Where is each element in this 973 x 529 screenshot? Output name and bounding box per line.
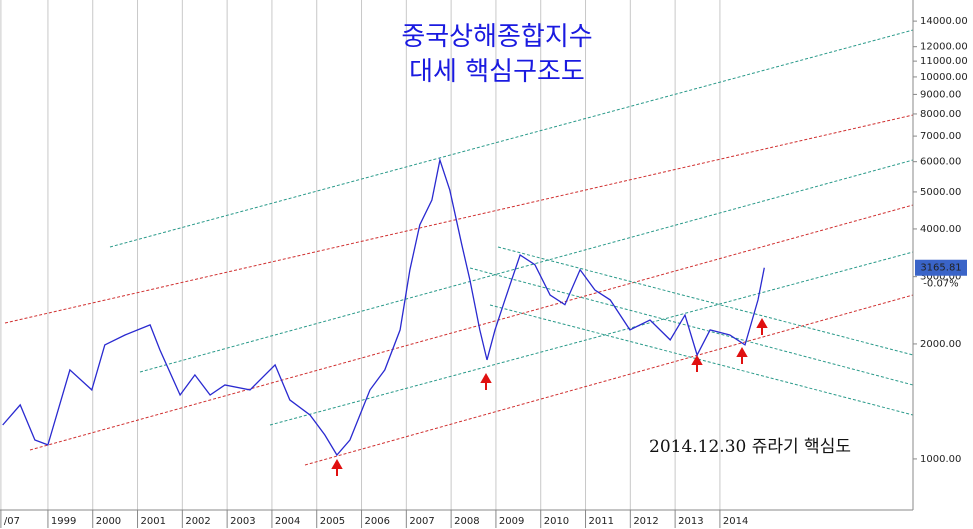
y-tick-label: 10000.00 — [920, 72, 968, 83]
y-tick-label: 12000.00 — [920, 42, 968, 53]
x-tick-label: 2003 — [230, 516, 255, 527]
x-tick-label: 2013 — [678, 516, 703, 527]
y-tick-label: 7000.00 — [920, 131, 961, 142]
trend-line — [139, 159, 914, 373]
x-tick-label: 2011 — [589, 516, 614, 527]
trend-line — [497, 246, 914, 356]
trend-line — [304, 294, 914, 466]
x-tick-label: 2005 — [320, 516, 345, 527]
x-tick-label: 2002 — [185, 516, 210, 527]
change-label: -0.07% — [923, 279, 958, 290]
x-tick-label: 2006 — [365, 516, 390, 527]
y-tick-label: 8000.00 — [920, 109, 961, 120]
y-tick-label: 14000.00 — [920, 16, 968, 27]
trend-line — [469, 267, 914, 386]
x-tick-label: 2012 — [633, 516, 658, 527]
trend-line — [4, 114, 914, 324]
arrow — [691, 354, 703, 372]
last-price-label: 3165.81 — [920, 263, 961, 274]
trend-lines — [4, 29, 914, 466]
y-tick-label: 3000.00 — [920, 272, 961, 283]
price-line — [2, 157, 765, 457]
x-tick-label: 1999 — [51, 516, 76, 527]
y-tick-label: 5000.00 — [920, 187, 961, 198]
x-tick-label: 2001 — [141, 516, 166, 527]
arrow — [331, 458, 343, 476]
y-tick-label: 2000.00 — [920, 339, 961, 350]
last-price-box — [915, 259, 967, 276]
chart-title: 중국상해종합지수 — [401, 22, 592, 52]
y-tick-label: 1000.00 — [920, 454, 961, 465]
arrow — [756, 317, 768, 335]
trend-line — [29, 204, 914, 451]
arrow — [480, 372, 492, 390]
chart-subtitle: 대세 핵심구조도 — [409, 57, 585, 87]
trend-line — [489, 304, 914, 416]
x-tick-label: 2004 — [275, 516, 300, 527]
x-tick-label: 2000 — [96, 516, 121, 527]
y-tick-label: 11000.00 — [920, 56, 968, 67]
arrows — [331, 317, 768, 476]
trend-line — [269, 251, 914, 426]
x-tick-label: /07 — [4, 516, 20, 527]
y-tick-label: 9000.00 — [920, 89, 961, 100]
arrow — [736, 346, 748, 364]
trend-line — [109, 29, 914, 248]
x-tick-label: 2014 — [723, 516, 748, 527]
x-tick-label: 2008 — [454, 516, 479, 527]
x-tick-label: 2007 — [409, 516, 434, 527]
x-tick-label: 2010 — [544, 516, 569, 527]
annotation: 2014.12.30 쥬라기 핵심도 — [649, 437, 851, 457]
x-tick-label: 2009 — [499, 516, 524, 527]
y-tick-label: 4000.00 — [920, 224, 961, 235]
y-tick-label: 6000.00 — [920, 157, 961, 168]
